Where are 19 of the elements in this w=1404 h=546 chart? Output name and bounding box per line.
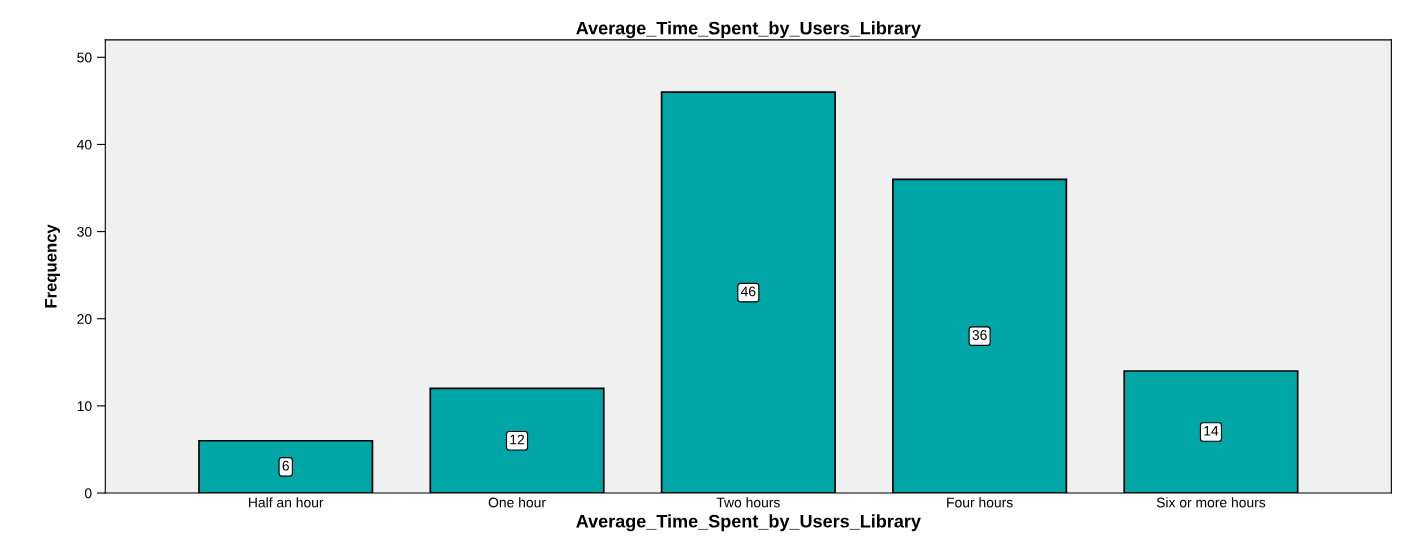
data-label: 36 [972,330,987,340]
data-label: 46 [740,286,756,297]
y-tick-label: 30 [77,226,92,237]
y-tick-label: 50 [77,52,92,63]
data-label: 12 [510,434,525,445]
x-tick-label: Two hours [716,497,780,508]
x-tick-label: Six or more hours [1156,497,1266,508]
x-tick-label: Half an hour [249,497,324,508]
chart-title: Average_Time_Spent_by_Users_Library [576,21,921,39]
data-label: 6 [282,460,289,471]
x-tick-label: Four hours [947,497,1013,508]
y-tick-label: 20 [77,314,92,324]
x-axis-title: Average_Time_Spent_by_Users_Library [576,514,921,532]
data-label: 14 [1204,426,1219,436]
y-tick-label: 10 [77,401,92,412]
x-tick-label: One hour [488,497,546,508]
y-axis-title: Frequency [45,224,60,308]
y-tick-label: 40 [76,139,92,150]
y-tick-label: 0 [84,488,92,499]
